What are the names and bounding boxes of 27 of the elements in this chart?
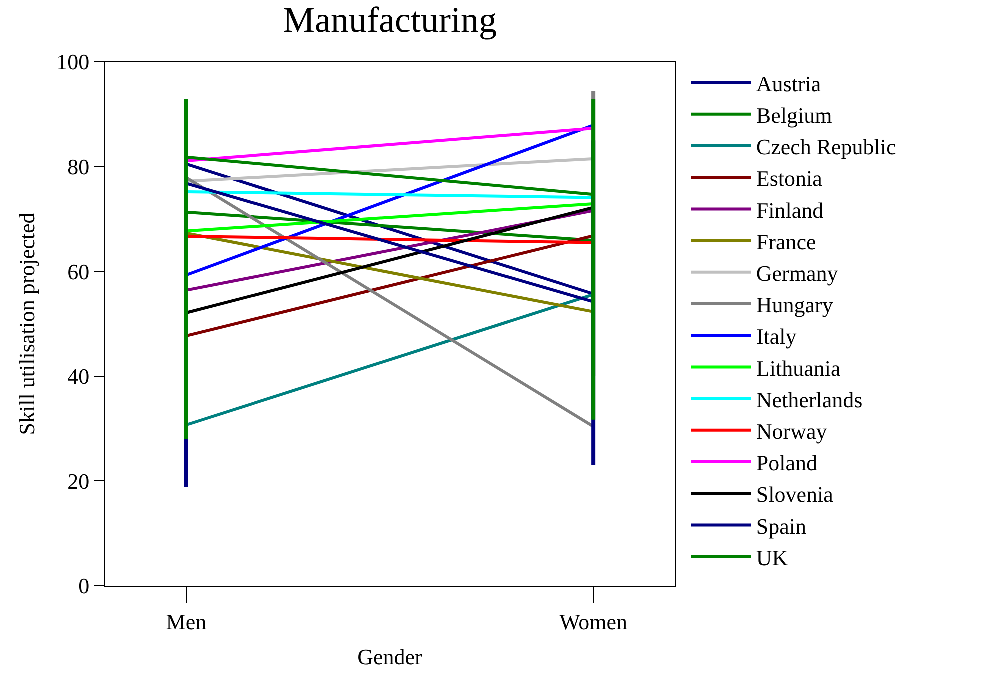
- legend-label: UK: [756, 545, 788, 570]
- legend-label: Estonia: [756, 166, 823, 192]
- y-tick-label: 20: [68, 468, 90, 494]
- legend-label: Czech Republic: [756, 134, 897, 160]
- legend-label: Austria: [756, 71, 822, 96]
- y-tick-label: 40: [68, 364, 90, 390]
- y-tick-label: 60: [68, 259, 90, 284]
- legend-label: Poland: [756, 450, 818, 476]
- legend-label: Germany: [756, 260, 838, 286]
- chart-title: Manufacturing: [283, 0, 497, 40]
- legend-label: France: [756, 229, 816, 254]
- legend-label: Slovenia: [756, 482, 834, 508]
- legend-label: Belgium: [756, 102, 832, 128]
- y-tick-label: 0: [78, 574, 90, 599]
- y-tick-label: 100: [56, 50, 90, 75]
- x-tick-label: Women: [560, 609, 628, 634]
- legend-label: Spain: [756, 514, 807, 539]
- x-axis-title: Gender: [358, 644, 424, 670]
- legend-label: Italy: [756, 324, 797, 350]
- y-axis-title: Skill utilisation projected: [14, 212, 40, 436]
- legend-label: Norway: [756, 418, 828, 444]
- legend-label: Hungary: [756, 292, 834, 318]
- legend-label: Finland: [756, 198, 824, 223]
- legend-label: Lithuania: [756, 356, 841, 381]
- y-tick-label: 80: [68, 154, 90, 180]
- x-tick-label: Men: [166, 609, 207, 634]
- legend-label: Netherlands: [756, 387, 863, 412]
